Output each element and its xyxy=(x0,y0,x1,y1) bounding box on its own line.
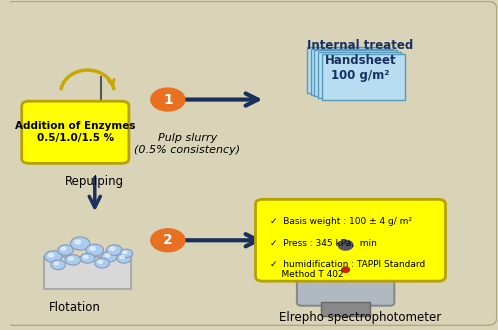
FancyBboxPatch shape xyxy=(321,302,370,315)
FancyBboxPatch shape xyxy=(307,47,389,93)
Circle shape xyxy=(151,88,185,111)
Circle shape xyxy=(105,254,110,257)
Text: Repulping: Repulping xyxy=(65,175,124,188)
Circle shape xyxy=(123,251,127,253)
FancyBboxPatch shape xyxy=(302,227,389,263)
FancyBboxPatch shape xyxy=(90,106,112,152)
FancyBboxPatch shape xyxy=(322,54,405,100)
FancyBboxPatch shape xyxy=(22,101,129,163)
Text: ✓  humidification : TAPPI Standard
    Method T 402: ✓ humidification : TAPPI Standard Method… xyxy=(270,260,425,279)
Text: 2: 2 xyxy=(163,233,173,247)
Text: Flotation: Flotation xyxy=(49,301,101,314)
Circle shape xyxy=(51,260,66,270)
FancyBboxPatch shape xyxy=(297,257,394,306)
Circle shape xyxy=(84,255,88,258)
Text: Addition of Enzymes
0.5/1.0/1.5 %: Addition of Enzymes 0.5/1.0/1.5 % xyxy=(15,121,135,143)
Circle shape xyxy=(95,258,110,268)
Circle shape xyxy=(334,237,358,253)
FancyBboxPatch shape xyxy=(44,257,131,289)
FancyBboxPatch shape xyxy=(314,50,397,96)
Circle shape xyxy=(102,251,117,262)
Text: ✓  Press : 345 kPa,  min: ✓ Press : 345 kPa, min xyxy=(270,239,377,248)
Circle shape xyxy=(80,253,95,263)
Text: Elrepho spectrophotometer: Elrepho spectrophotometer xyxy=(279,311,441,324)
Text: 1: 1 xyxy=(163,92,173,107)
Circle shape xyxy=(45,251,62,262)
Circle shape xyxy=(120,255,124,258)
FancyBboxPatch shape xyxy=(255,199,446,281)
Circle shape xyxy=(61,247,66,250)
Text: ✓  Basis weight : 100 ± 4 g/ m²: ✓ Basis weight : 100 ± 4 g/ m² xyxy=(270,217,412,226)
Circle shape xyxy=(117,253,131,263)
Circle shape xyxy=(98,260,103,263)
Text: Internal treated
Handsheet
100 g/m²: Internal treated Handsheet 100 g/m² xyxy=(307,39,413,82)
Circle shape xyxy=(120,249,133,258)
Circle shape xyxy=(107,245,122,255)
Circle shape xyxy=(70,237,90,250)
Circle shape xyxy=(48,253,54,257)
Circle shape xyxy=(54,262,59,265)
Circle shape xyxy=(110,247,115,250)
Circle shape xyxy=(65,255,81,265)
Circle shape xyxy=(342,267,350,272)
FancyBboxPatch shape xyxy=(4,1,497,325)
Circle shape xyxy=(151,229,185,252)
FancyBboxPatch shape xyxy=(85,103,117,155)
FancyBboxPatch shape xyxy=(311,49,393,95)
Circle shape xyxy=(75,240,81,244)
Circle shape xyxy=(58,245,73,255)
FancyBboxPatch shape xyxy=(318,52,401,98)
Text: Pulp slurry
(0.5% consistency): Pulp slurry (0.5% consistency) xyxy=(134,133,241,154)
Circle shape xyxy=(90,247,95,250)
Circle shape xyxy=(338,240,353,250)
Circle shape xyxy=(69,257,73,260)
Circle shape xyxy=(86,244,104,256)
